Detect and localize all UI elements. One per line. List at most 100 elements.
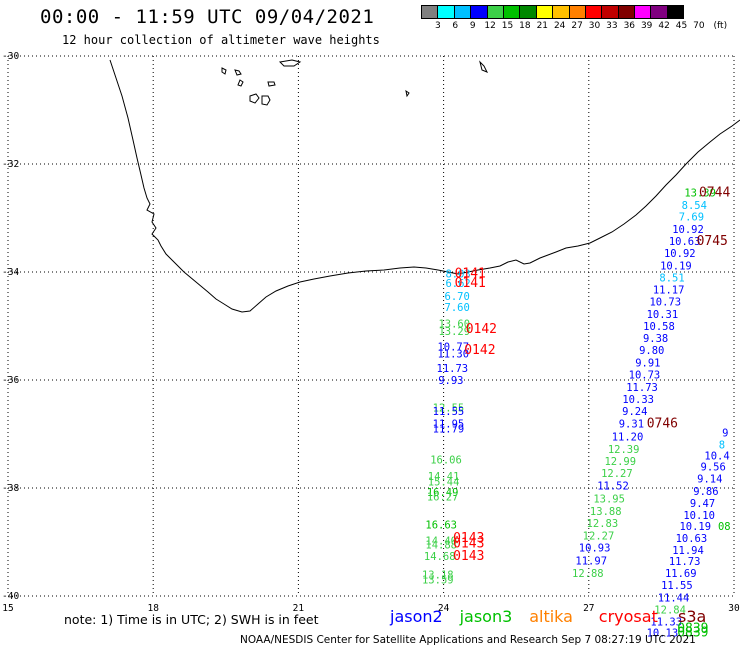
- color-scale-label: 15: [501, 21, 514, 31]
- wave-height-value: 16.63: [425, 520, 457, 532]
- pass-time-label: 0143: [453, 531, 484, 546]
- wave-height-value: 10.13: [647, 628, 679, 640]
- pass-time-label: 0744: [699, 185, 730, 200]
- color-scale-label: 45: [675, 21, 688, 31]
- wave-height-value: 11.95: [433, 419, 465, 431]
- color-scale-label: 24: [553, 21, 566, 31]
- color-scale-label: 18: [519, 21, 531, 31]
- color-swatch: [666, 5, 685, 19]
- wave-height-value: 16.06: [430, 455, 462, 467]
- wave-height-value: 10.63: [669, 236, 701, 248]
- wave-height-value: 11.55: [661, 580, 693, 592]
- pass-time-label: 0141: [455, 276, 486, 291]
- wave-height-value: 14.88: [425, 539, 457, 551]
- map-grid: [7, 55, 735, 597]
- wave-height-value: 13.88: [590, 506, 622, 518]
- wave-height-value: 12.84: [654, 604, 686, 616]
- y-tick-label: -40: [2, 591, 19, 602]
- wave-height-value: 10.63: [676, 533, 708, 545]
- wave-height-value: 9.14: [697, 474, 722, 486]
- color-scale-labels: 3 6 9 12 15 18 21 24 27 30 33 36 39 42 45 70 (ft): [421, 21, 740, 33]
- axis-tick-labels: 15 18 21 24 27 30 -30 -32 -34 -36 -38 -40: [2, 51, 740, 614]
- wave-height-value: 16.27: [427, 491, 459, 503]
- footer-credit: NOAA/NESDIS Center for Satellite Applica…: [240, 634, 696, 646]
- x-tick-label: 27: [583, 603, 594, 614]
- island-shape: [278, 59, 302, 67]
- pass-time-label: 0839: [677, 622, 708, 637]
- wave-height-value: 11.73: [626, 382, 658, 394]
- map-subtitle: 12 hour collection of altimeter wave hei…: [62, 33, 380, 47]
- color-scale-label: 33: [606, 21, 618, 31]
- wave-height-value: 11.69: [665, 568, 697, 580]
- wave-height-value: 6.62: [445, 278, 470, 290]
- wave-height-value: 9.91: [635, 358, 660, 370]
- wave-height-value: 11.30: [437, 348, 469, 360]
- legend-s3a: s3a: [678, 607, 707, 626]
- wave-height-value: 6.70: [445, 291, 470, 303]
- wave-height-value: 10.19: [660, 260, 692, 272]
- pass-time-label: 0141: [455, 266, 486, 281]
- observation-labels: 13.3907448.547.6910.9210.63074510.9210.1…: [422, 185, 731, 640]
- color-scale-label: 9: [469, 21, 476, 31]
- x-tick-label: 15: [2, 603, 13, 614]
- wave-height-value: 10.4: [704, 450, 729, 462]
- island-shape: [249, 93, 260, 104]
- y-tick-label: -32: [2, 159, 19, 170]
- wave-height-value: 9: [722, 428, 728, 440]
- wave-height-value: 11.73: [669, 556, 701, 568]
- wave-height-value: 14.68: [424, 551, 456, 563]
- color-scale-label: (ft): [713, 21, 728, 31]
- x-tick-label: 24: [438, 603, 450, 614]
- wave-height-value: 15.44: [428, 476, 460, 488]
- wave-height-value: 12.55: [433, 402, 465, 414]
- wave-height-value: 11.52: [597, 481, 629, 493]
- wave-height-value: 14.41: [428, 471, 460, 483]
- color-scale-label: 3: [435, 21, 441, 31]
- x-tick-label: 30: [728, 603, 740, 614]
- color-scale-label: 42: [658, 21, 670, 31]
- wave-height-value: 9.24: [622, 406, 647, 418]
- island-shape: [267, 81, 276, 87]
- wave-height-value: 13.59: [422, 575, 454, 587]
- wave-height-value: 10.31: [647, 309, 679, 321]
- y-tick-label: -38: [2, 483, 19, 494]
- wave-height-value: 9.80: [639, 345, 664, 357]
- color-scale-bar: [421, 5, 685, 19]
- color-scale-label: 27: [571, 21, 583, 31]
- color-scale-label: 6: [452, 21, 459, 31]
- legend-jason3: jason3: [459, 607, 513, 626]
- wave-height-value: 14.40: [425, 536, 457, 548]
- wave-height-value: 13.60: [438, 319, 470, 331]
- pass-time-label: 0746: [647, 417, 678, 432]
- wave-height-value: 8.51: [659, 273, 684, 285]
- pass-time-label: 0143: [453, 549, 484, 564]
- wave-height-value: 12.39: [608, 444, 640, 456]
- wave-height-value: 9.38: [643, 333, 668, 345]
- y-tick-label: -30: [2, 51, 19, 62]
- legend-jason2: jason2: [390, 607, 443, 626]
- wave-height-value: 7.60: [445, 302, 470, 314]
- wave-height-value: 11.73: [437, 363, 469, 375]
- wave-height-value: 12.99: [604, 456, 636, 468]
- wave-height-value: 13.18: [422, 570, 454, 582]
- wave-height-value: 9.93: [438, 375, 463, 387]
- wave-height-value: 9.47: [690, 498, 715, 510]
- wave-height-value: 12.27: [601, 468, 633, 480]
- x-tick-label: 21: [293, 603, 305, 614]
- units-note: note: 1) Time is in UTC; 2) SWH is in fe…: [64, 612, 319, 627]
- coastline: [109, 59, 740, 313]
- wave-height-value: 12.88: [572, 568, 604, 580]
- wave-height-value: 11.94: [672, 545, 704, 557]
- x-tick-label: 18: [147, 603, 159, 614]
- wave-height-value: 11.44: [658, 592, 690, 604]
- south-africa-coastline: [109, 59, 740, 313]
- wave-height-value: 10.92: [672, 224, 704, 236]
- wave-height-value: 11.97: [575, 556, 607, 568]
- wave-height-value: 10.77: [437, 341, 469, 353]
- color-scale-label: 21: [536, 21, 549, 31]
- island-shape: [479, 60, 489, 73]
- island-shape: [237, 79, 244, 87]
- wave-height-value: 12.83: [587, 518, 619, 530]
- wave-height-value: 11.79: [433, 423, 465, 435]
